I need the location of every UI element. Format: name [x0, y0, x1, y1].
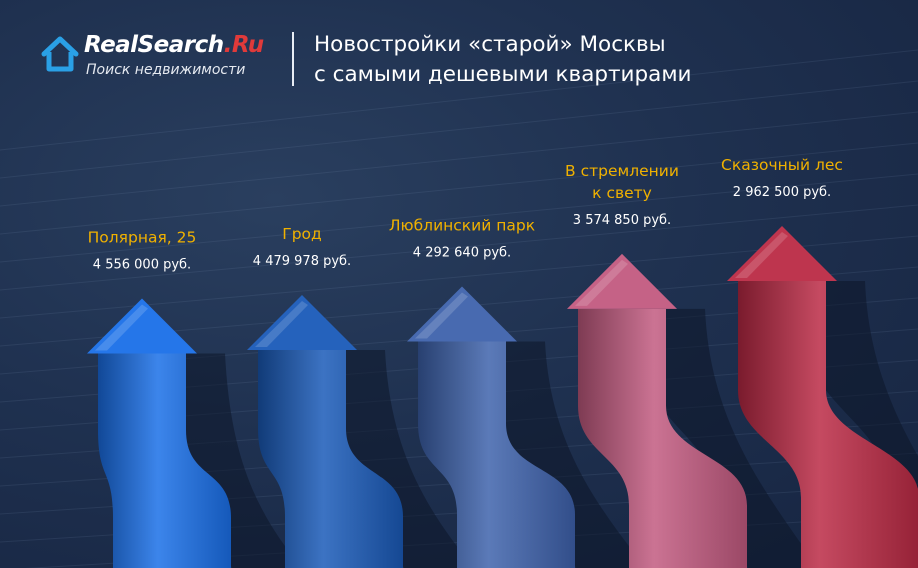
brand-name: RealSearch.Ru — [84, 32, 264, 58]
logo[interactable]: RealSearch.Ru Поиск недвижимости — [40, 32, 290, 84]
arrow-shadow — [152, 353, 302, 568]
arrow-head-highlight — [415, 292, 468, 339]
arrow-shaft — [738, 281, 918, 568]
grid-line — [0, 49, 918, 151]
arrow-shaft — [578, 308, 747, 568]
value-label: 2 962 500 руб. — [733, 185, 831, 200]
header: RealSearch.Ru Поиск недвижимости Новостр… — [0, 0, 918, 110]
value-label: 3 574 850 руб. — [573, 213, 671, 228]
grid-line — [0, 111, 918, 207]
arrow-head-highlight — [95, 304, 148, 351]
value-label: 4 479 978 руб. — [253, 254, 351, 269]
arrow-head-highlight — [575, 259, 628, 306]
arrow-shaft — [258, 349, 403, 568]
value-label: 4 292 640 руб. — [413, 245, 511, 260]
arrow-head-highlight — [735, 232, 788, 279]
category-label: Люблинский парк — [389, 216, 535, 234]
arrow-shadow — [632, 308, 818, 568]
chart-labels: Полярная, 25 4 556 000 руб. Грод 4 479 978 … — [88, 156, 843, 272]
arrow-shadows — [152, 281, 918, 568]
house-icon — [41, 36, 79, 72]
grid-line — [0, 80, 918, 179]
arrow-shaft — [98, 353, 231, 568]
grid-line — [0, 142, 918, 235]
brand-name-main: RealSearch — [84, 32, 224, 58]
brand-tagline: Поиск недвижимости — [86, 62, 246, 78]
category-label: к свету — [592, 184, 652, 202]
arrow-head-highlight — [255, 300, 308, 347]
category-label: Полярная, 25 — [88, 228, 197, 246]
header-divider — [292, 32, 294, 86]
category-label: Сказочный лес — [721, 156, 843, 174]
chart-marks — [87, 226, 918, 568]
arrow-shadow — [472, 341, 646, 568]
page-title: Новостройки «старой» Москвы с самыми деш… — [314, 32, 692, 87]
value-label: 4 556 000 руб. — [93, 257, 191, 272]
category-label: Грод — [282, 225, 322, 243]
category-label: В стремлении — [565, 162, 679, 180]
arrow-shadow — [312, 349, 474, 568]
grid-line — [0, 204, 918, 291]
grid-line — [0, 173, 918, 263]
brand-name-domain: .Ru — [223, 32, 265, 58]
arrow-shaft — [418, 341, 575, 568]
